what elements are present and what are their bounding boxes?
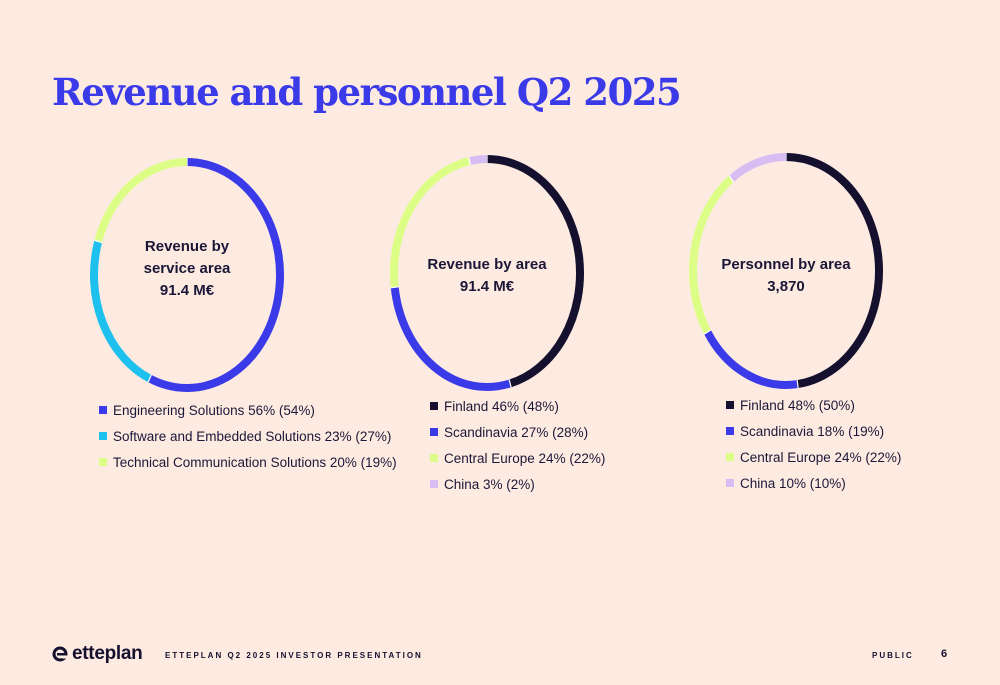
slice-separator <box>94 239 103 244</box>
legend-label: Engineering Solutions 56% (54%) <box>113 402 315 418</box>
legend-item: Software and Embedded Solutions 23% (27%… <box>99 423 397 449</box>
legend-revenue-area: Finland 46% (48%) Scandinavia 27% (28%) … <box>430 393 605 497</box>
slice-central-europe <box>689 175 734 334</box>
legend-item: Central Europe 24% (22%) <box>430 445 605 471</box>
center-line: 91.4 M€ <box>459 278 515 295</box>
donut-personnel-area-svg <box>689 153 883 389</box>
legend-item: China 10% (10%) <box>726 470 901 496</box>
footer-caption: ETTEPLAN Q2 2025 INVESTOR PRESENTATION <box>165 651 423 660</box>
slice-separator <box>796 380 799 389</box>
legend-label: Scandinavia 27% (28%) <box>444 424 589 440</box>
slice-separator <box>508 379 512 388</box>
legend-item: Central Europe 24% (22%) <box>726 444 901 470</box>
legend-swatch <box>99 458 107 466</box>
legend-label: Scandinavia 18% (19%) <box>740 423 885 439</box>
donut-personnel-area: Personnel by area 3,870 <box>661 150 911 400</box>
page-number: 6 <box>941 648 948 660</box>
legend-item: Finland 46% (48%) <box>430 393 605 419</box>
legend-swatch <box>430 480 438 488</box>
slice-separator <box>147 374 152 383</box>
legend-item: Scandinavia 18% (19%) <box>726 418 901 444</box>
center-line: Revenue by <box>144 238 230 255</box>
slice-china <box>468 155 488 165</box>
legend-swatch <box>99 432 107 440</box>
legend-personnel-area: Finland 48% (50%) Scandinavia 18% (19%) … <box>726 392 901 496</box>
legend-swatch <box>726 479 734 487</box>
slice-separator <box>468 156 471 166</box>
donut-personnel-area-label: Personnel by area 3,870 <box>686 254 886 298</box>
legend-item: Scandinavia 27% (28%) <box>430 419 605 445</box>
center-line: service area <box>143 260 231 277</box>
classification-label: PUBLIC <box>872 651 914 660</box>
donut-service-area-label: Revenue by service area 91.4 M€ <box>87 236 287 302</box>
donut-revenue-area: Revenue by area 91.4 M€ <box>362 150 612 400</box>
legend-label: Central Europe 24% (22%) <box>444 450 606 466</box>
legend-swatch <box>726 401 734 409</box>
legend-label: Software and Embedded Solutions 23% (27%… <box>113 428 392 444</box>
slice-software-and-embedded-solutions <box>90 240 152 383</box>
center-line: Revenue by area <box>427 256 547 273</box>
legend-swatch <box>430 454 438 462</box>
legend-swatch <box>430 402 438 410</box>
slice-finland <box>785 153 883 389</box>
legend-item: China 3% (2%) <box>430 471 605 497</box>
center-line: 3,870 <box>767 278 805 295</box>
slice-scandinavia <box>390 286 512 391</box>
legend-swatch <box>430 428 438 436</box>
legend-label: China 10% (10%) <box>740 475 846 491</box>
page-title: Revenue and personnel Q2 2025 <box>52 70 682 114</box>
legend-label: Finland 46% (48%) <box>444 398 559 414</box>
donut-service-area: Revenue by service area 91.4 M€ <box>62 150 312 400</box>
legend-service-area: Engineering Solutions 56% (54%) Software… <box>99 397 397 475</box>
slice-finland <box>486 155 584 388</box>
legend-item: Finland 48% (50%) <box>726 392 901 418</box>
etteplan-logo[interactable]: etteplan <box>52 643 143 665</box>
legend-item: Engineering Solutions 56% (54%) <box>99 397 397 423</box>
donut-service-area-svg <box>90 158 284 392</box>
logo-text: etteplan <box>72 643 143 664</box>
slice-china <box>728 153 787 182</box>
legend-label: Technical Communication Solutions 20% (1… <box>113 454 397 470</box>
slice-central-europe <box>390 157 471 288</box>
legend-label: Finland 48% (50%) <box>740 397 855 413</box>
legend-swatch <box>99 406 107 414</box>
slice-engineering-solutions <box>147 158 284 392</box>
center-line: Personnel by area <box>721 256 851 273</box>
etteplan-logo-icon <box>52 646 68 662</box>
donut-revenue-area-label: Revenue by area 91.4 M€ <box>387 254 587 298</box>
legend-label: Central Europe 24% (22%) <box>740 449 902 465</box>
donut-revenue-area-svg <box>390 155 584 391</box>
slice-technical-communication-solutions <box>94 158 188 243</box>
legend-item: Technical Communication Solutions 20% (1… <box>99 449 397 475</box>
slice-separator <box>728 175 735 183</box>
slice-separator <box>390 286 399 289</box>
center-line: 91.4 M€ <box>159 282 215 299</box>
legend-swatch <box>726 453 734 461</box>
slice-scandinavia <box>703 330 799 389</box>
legend-label: China 3% (2%) <box>444 476 535 492</box>
slice-separator <box>703 329 712 335</box>
legend-swatch <box>726 427 734 435</box>
